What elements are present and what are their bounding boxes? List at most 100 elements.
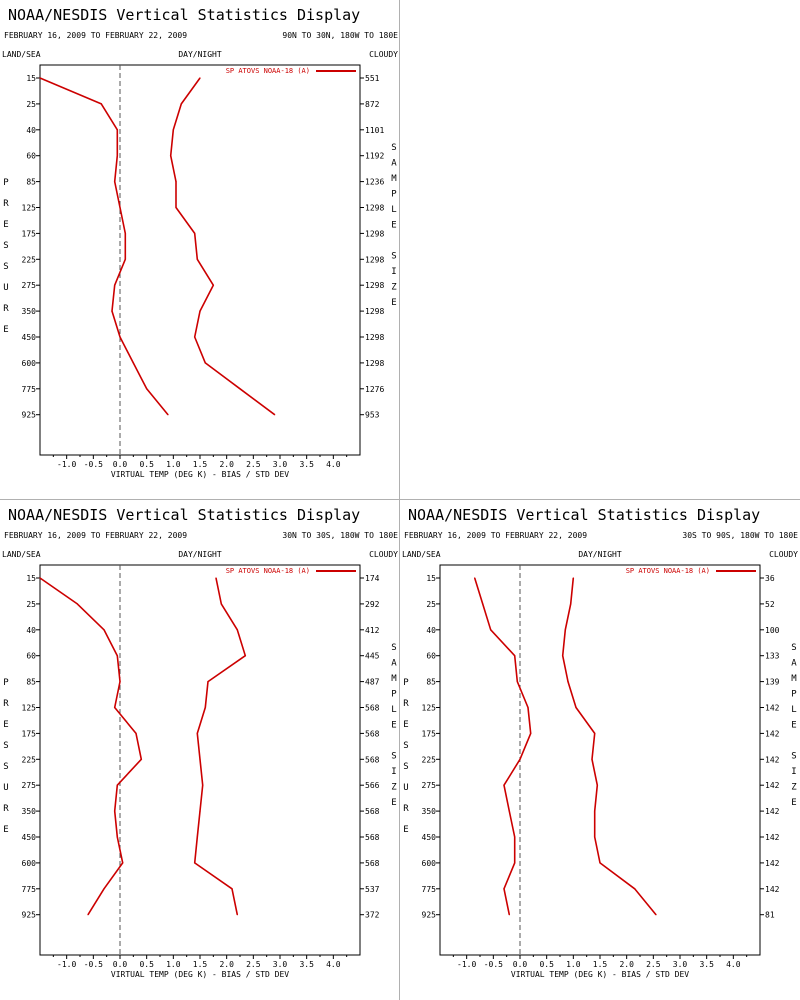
sample-size-label: 1298 (365, 281, 384, 290)
pressure-axis-letter: S (403, 762, 408, 772)
day-night-label: DAY/NIGHT (578, 550, 622, 559)
region-label: 30N TO 30S, 180W TO 180E (282, 531, 398, 540)
day-night-label: DAY/NIGHT (178, 550, 222, 559)
x-tick-label: -0.5 (84, 460, 103, 469)
sample-size-label: 142 (765, 859, 780, 868)
pressure-tick-label: 15 (26, 74, 36, 83)
sample-size-label: 412 (365, 626, 380, 635)
sample-size-label: 568 (365, 755, 380, 764)
bias-point (119, 681, 121, 683)
std-dev-point (594, 810, 596, 812)
x-tick-label: 3.0 (273, 460, 288, 469)
pressure-tick-label: 175 (22, 729, 37, 738)
x-tick-label: 3.5 (699, 960, 714, 969)
x-tick-label: -1.0 (57, 960, 76, 969)
std-dev-point (199, 758, 201, 760)
std-dev-point (244, 655, 246, 657)
day-night-label: DAY/NIGHT (178, 50, 222, 59)
chart-panel-90n-30n: NOAA/NESDIS Vertical Statistics Display F… (0, 0, 400, 500)
sample-size-axis-letter: Z (391, 283, 397, 293)
pressure-axis-letter: E (3, 720, 8, 730)
bias-point (119, 206, 121, 209)
sample-size-axis-letter: A (791, 659, 797, 669)
bias-line (473, 577, 532, 915)
x-tick-label: 3.5 (299, 960, 314, 969)
sample-size-axis-letter: P (391, 690, 397, 700)
pressure-tick-label: 925 (22, 411, 37, 420)
pressure-axis-letter: R (403, 699, 409, 709)
std-dev-point (220, 603, 222, 605)
bias-point (39, 577, 41, 579)
sample-size-label: 1298 (365, 229, 384, 238)
chart-panel-30n-30s: NOAA/NESDIS Vertical Statistics Display F… (0, 500, 400, 1000)
x-tick-label: 4.0 (326, 460, 341, 469)
x-tick-label: 2.0 (219, 460, 234, 469)
std-dev-point (196, 836, 198, 838)
sample-size-label: 568 (365, 859, 380, 868)
bias-point (482, 603, 484, 605)
sample-size-label: 568 (365, 833, 380, 842)
sample-size-label: 551 (365, 74, 380, 83)
x-tick-label: 3.0 (673, 960, 688, 969)
land-sea-label: LAND/SEA (2, 50, 41, 59)
std-dev-point (572, 577, 574, 579)
legend-label: SP ATOVS NOAA-18 (A) (226, 567, 310, 575)
pressure-axis-letter: U (403, 783, 408, 793)
sample-size-axis-letter: E (391, 798, 396, 808)
std-dev-point (199, 77, 201, 79)
sample-size-label: 139 (765, 678, 780, 687)
sample-size-axis-letter: E (791, 798, 796, 808)
bias-point (87, 914, 89, 916)
bias-point (116, 836, 118, 838)
sample-size-axis-letter: S (391, 643, 396, 653)
pressure-tick-label: 25 (26, 100, 36, 109)
pressure-axis-letter: R (3, 304, 9, 314)
sample-size-axis-letter: L (791, 705, 796, 715)
x-tick-label: -0.5 (84, 960, 103, 969)
pressure-axis-letter: R (3, 699, 9, 709)
pressure-tick-label: 275 (422, 781, 437, 790)
pressure-tick-label: 40 (26, 126, 36, 135)
std-dev-point (231, 888, 233, 890)
legend-label: SP ATOVS NOAA-18 (A) (226, 67, 310, 75)
std-dev-point (567, 681, 569, 683)
std-dev-point (207, 681, 209, 683)
sample-size-label: 1276 (365, 385, 384, 394)
sample-size-label: 568 (365, 729, 380, 738)
bias-point (116, 129, 118, 131)
pressure-axis-letter: E (3, 325, 8, 335)
pressure-axis-letter: P (3, 678, 9, 688)
std-dev-point (170, 155, 172, 157)
std-dev-point (562, 655, 564, 657)
x-tick-label: -1.0 (457, 960, 476, 969)
std-dev-point (570, 603, 572, 605)
pressure-tick-label: 925 (22, 911, 37, 920)
sample-size-label: 142 (765, 833, 780, 842)
std-dev-point (599, 862, 601, 864)
std-dev-point (564, 629, 566, 631)
bias-point (490, 629, 492, 631)
bias-point (116, 655, 118, 657)
x-tick-label: 4.0 (326, 960, 341, 969)
sample-size-axis-letter: Z (791, 783, 797, 793)
std-dev-point (239, 388, 241, 390)
pressure-tick-label: 600 (422, 859, 437, 868)
date-range: FEBRUARY 16, 2009 TO FEBRUARY 22, 2009 (4, 31, 187, 40)
std-dev-point (634, 888, 636, 890)
sample-size-label: 1236 (365, 178, 384, 187)
land-sea-label: LAND/SEA (2, 550, 41, 559)
bias-point (474, 577, 476, 579)
bias-point (39, 77, 41, 79)
std-dev-point (204, 706, 206, 709)
chart-title: NOAA/NESDIS Vertical Statistics Display (8, 6, 360, 24)
pressure-tick-label: 175 (22, 229, 37, 238)
chart-title: NOAA/NESDIS Vertical Statistics Display (408, 506, 760, 524)
std-dev-point (596, 784, 598, 786)
bias-point (76, 603, 78, 605)
std-dev-point (212, 284, 214, 286)
bias-point (114, 284, 116, 286)
pressure-tick-label: 450 (422, 833, 437, 842)
bias-point (135, 732, 137, 734)
sample-size-label: 133 (765, 652, 780, 661)
date-range: FEBRUARY 16, 2009 TO FEBRUARY 22, 2009 (404, 531, 587, 540)
